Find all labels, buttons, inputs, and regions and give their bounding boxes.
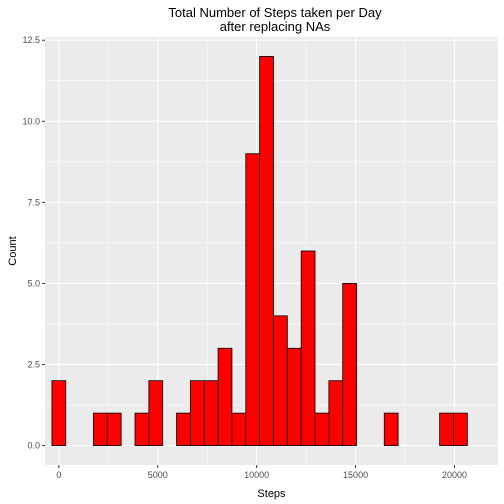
x-tick-label: 0 [56, 470, 61, 480]
histogram-bar [383, 412, 399, 446]
histogram-bar [189, 380, 205, 446]
x-tick-label: 20000 [442, 470, 467, 480]
chart-title: Total Number of Steps taken per Day [168, 5, 382, 20]
histogram-bar [93, 412, 108, 446]
chart-subtitle: after replacing NAs [220, 19, 331, 34]
histogram-bar [286, 347, 302, 446]
x-axis: 0 5000 10000 15000 20000 [56, 465, 467, 480]
y-tick-label: 10.0 [22, 116, 40, 126]
histogram-bar [134, 412, 150, 446]
histogram-bar [453, 412, 468, 446]
y-axis-title: Count [7, 236, 19, 265]
x-axis-title: Steps [257, 488, 286, 500]
histogram-bar [176, 412, 191, 446]
histogram-bar [217, 347, 233, 446]
histogram-bar [106, 412, 122, 446]
histogram-bar [148, 380, 164, 446]
y-tick-label: 5.0 [27, 278, 40, 288]
histogram-bar [203, 380, 219, 446]
histogram-bar [273, 315, 288, 446]
y-tick-label: 2.5 [27, 359, 40, 369]
x-tick-label: 10000 [244, 470, 269, 480]
y-axis: 0.0 2.5 5.0 7.5 10.0 12.5 [22, 35, 45, 451]
histogram-bar [245, 153, 261, 446]
y-tick-label: 7.5 [27, 197, 40, 207]
histogram-bar [51, 380, 67, 446]
histogram-bar [342, 283, 357, 446]
histogram-bar [300, 250, 316, 446]
y-tick-label: 12.5 [22, 35, 40, 45]
x-tick-label: 15000 [343, 470, 368, 480]
y-tick-label: 0.0 [27, 441, 40, 451]
x-tick-label: 5000 [148, 470, 168, 480]
histogram-bar [439, 412, 454, 446]
histogram-bar [314, 412, 330, 446]
histogram-bar [328, 380, 344, 446]
histogram-bar [259, 56, 274, 446]
histogram-bar [231, 412, 247, 446]
histogram-bars [51, 56, 468, 446]
